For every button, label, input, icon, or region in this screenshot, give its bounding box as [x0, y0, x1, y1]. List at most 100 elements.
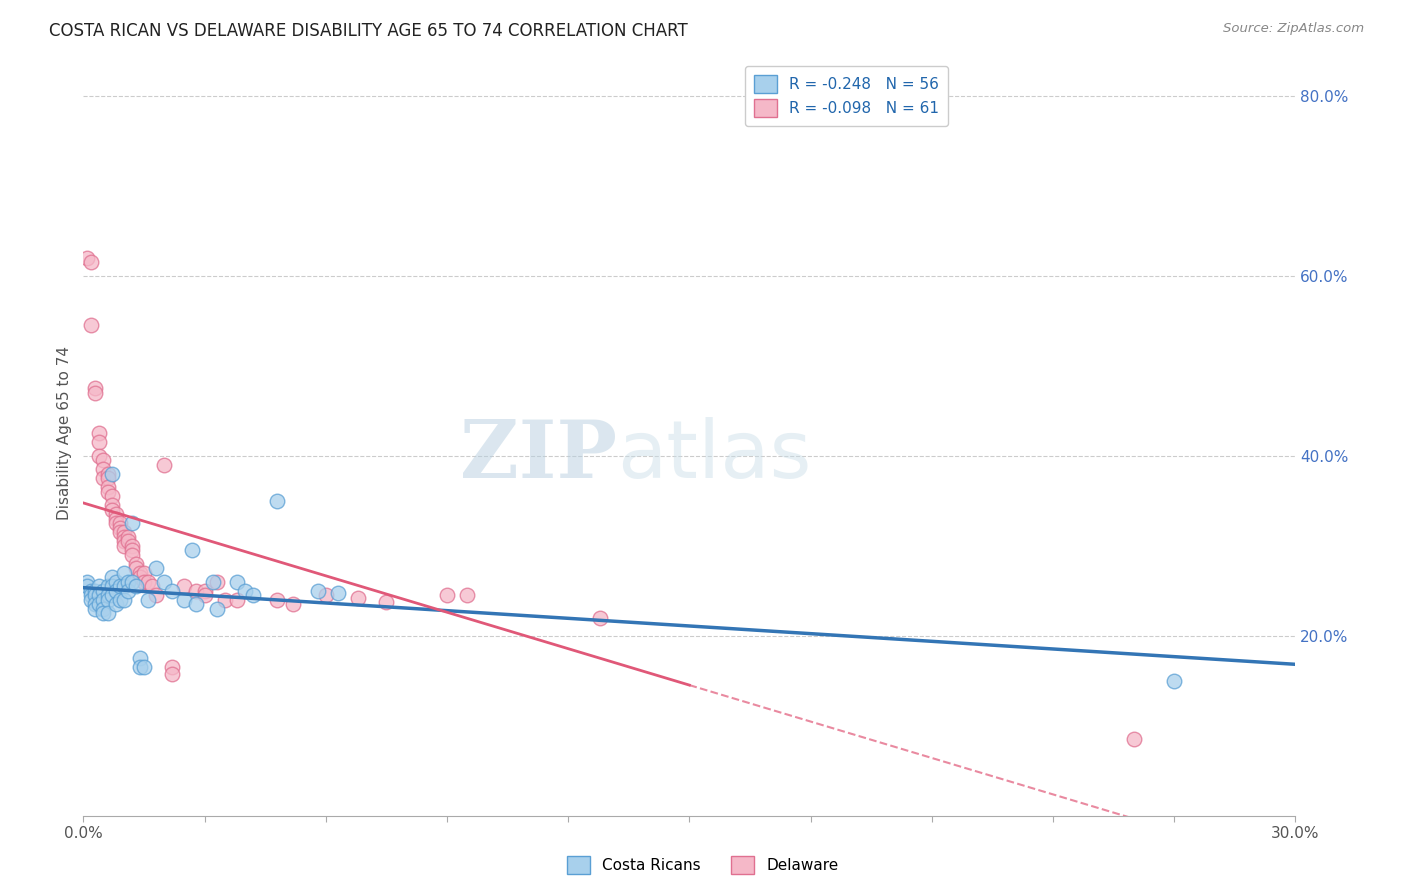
Point: [173, 579, 195, 593]
Point: [108, 525, 131, 540]
Point: [104, 583, 127, 598]
Point: [266, 493, 288, 508]
Point: [108, 516, 131, 531]
Point: [141, 579, 163, 593]
Point: [104, 598, 127, 612]
Point: [100, 570, 122, 584]
Point: [76, 574, 98, 589]
Point: [80, 318, 103, 333]
Point: [589, 611, 612, 625]
Text: COSTA RICAN VS DELAWARE DISABILITY AGE 65 TO 74 CORRELATION CHART: COSTA RICAN VS DELAWARE DISABILITY AGE 6…: [49, 22, 688, 40]
Point: [315, 588, 337, 602]
Point: [145, 561, 167, 575]
Point: [84, 602, 107, 616]
Point: [117, 574, 139, 589]
Point: [93, 471, 115, 485]
Point: [112, 534, 135, 549]
Point: [89, 598, 111, 612]
Point: [1122, 732, 1144, 747]
Point: [112, 592, 135, 607]
Point: [242, 588, 264, 602]
Point: [117, 583, 139, 598]
Point: [93, 462, 115, 476]
Point: [93, 592, 115, 607]
Point: [76, 579, 98, 593]
Point: [136, 592, 159, 607]
Point: [121, 548, 143, 562]
Point: [233, 583, 256, 598]
Legend: Costa Ricans, Delaware: Costa Ricans, Delaware: [561, 850, 845, 880]
Point: [128, 651, 150, 665]
Point: [214, 592, 236, 607]
Point: [84, 598, 107, 612]
Point: [456, 588, 478, 602]
Point: [145, 588, 167, 602]
Point: [104, 574, 127, 589]
Point: [347, 591, 370, 605]
Point: [132, 660, 155, 674]
Point: [76, 251, 98, 265]
Point: [436, 588, 458, 602]
Point: [128, 570, 150, 584]
Point: [1163, 673, 1185, 688]
Point: [80, 592, 103, 607]
Point: [108, 592, 131, 607]
Point: [96, 579, 118, 593]
Point: [89, 579, 111, 593]
Point: [84, 588, 107, 602]
Point: [136, 574, 159, 589]
Point: [84, 583, 107, 598]
Point: [160, 660, 183, 674]
Point: [125, 579, 148, 593]
Point: [84, 385, 107, 400]
Point: [96, 467, 118, 481]
Point: [100, 467, 122, 481]
Point: [100, 503, 122, 517]
Point: [84, 381, 107, 395]
Point: [112, 566, 135, 580]
Point: [307, 583, 329, 598]
Point: [186, 583, 208, 598]
Point: [112, 539, 135, 553]
Point: [108, 521, 131, 535]
Point: [128, 566, 150, 580]
Point: [125, 561, 148, 575]
Point: [112, 530, 135, 544]
Point: [89, 426, 111, 441]
Point: [205, 602, 228, 616]
Point: [112, 579, 135, 593]
Point: [125, 557, 148, 571]
Point: [193, 583, 215, 598]
Point: [80, 583, 103, 598]
Point: [93, 602, 115, 616]
Point: [121, 574, 143, 589]
Point: [375, 594, 398, 608]
Point: [225, 592, 247, 607]
Point: [96, 480, 118, 494]
Point: [93, 453, 115, 467]
Text: ZIP: ZIP: [460, 417, 617, 495]
Point: [100, 579, 122, 593]
Point: [121, 543, 143, 558]
Point: [80, 588, 103, 602]
Point: [104, 512, 127, 526]
Point: [201, 574, 224, 589]
Legend: R = -0.248   N = 56, R = -0.098   N = 61: R = -0.248 N = 56, R = -0.098 N = 61: [745, 66, 949, 126]
Point: [186, 598, 208, 612]
Point: [100, 498, 122, 512]
Point: [112, 525, 135, 540]
Point: [108, 579, 131, 593]
Point: [104, 516, 127, 531]
Y-axis label: Disability Age 65 to 74: Disability Age 65 to 74: [58, 346, 72, 520]
Point: [100, 489, 122, 503]
Point: [193, 588, 215, 602]
Point: [89, 588, 111, 602]
Point: [89, 435, 111, 450]
Point: [93, 583, 115, 598]
Point: [117, 530, 139, 544]
Point: [96, 484, 118, 499]
Point: [153, 458, 176, 472]
Point: [205, 574, 228, 589]
Point: [93, 607, 115, 621]
Point: [121, 539, 143, 553]
